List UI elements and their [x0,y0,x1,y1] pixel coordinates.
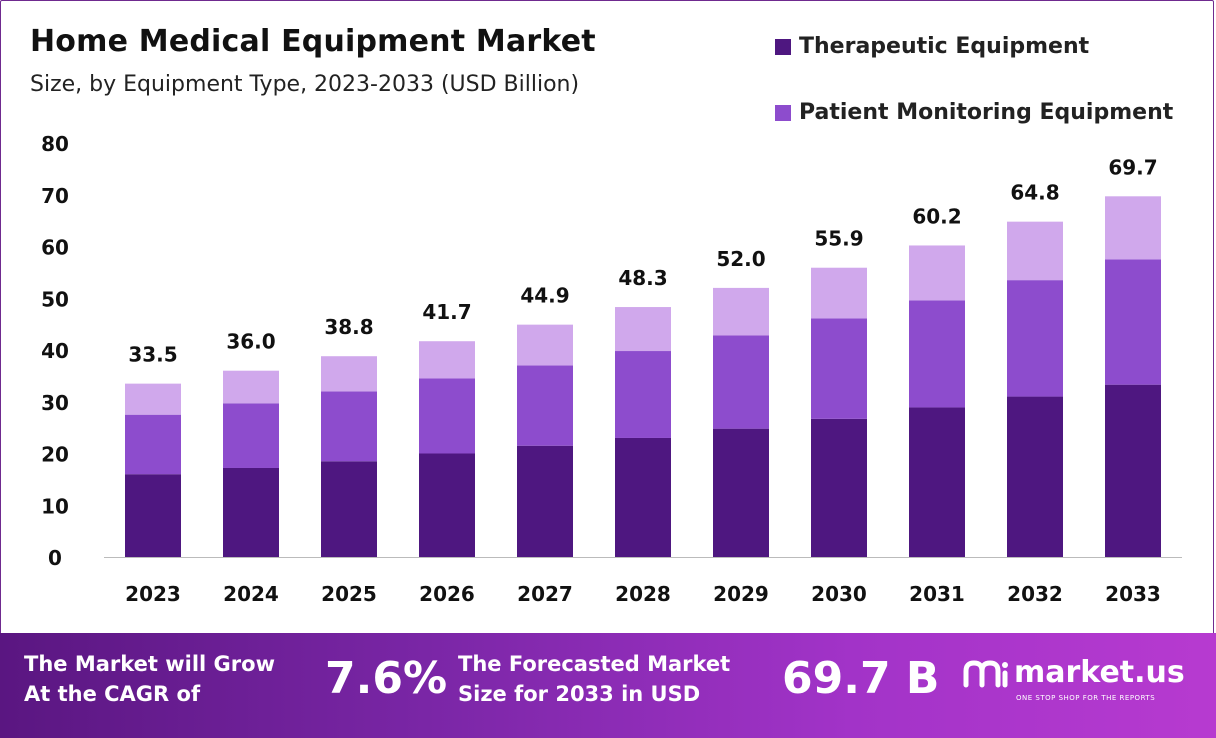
forecast-label-line2: Size for 2033 in USD [458,682,701,706]
y-tick-label: 20 [41,443,69,467]
bar-total-label: 69.7 [1108,155,1157,179]
bar-segment-therapeutic [909,407,965,557]
bar-segment-therapeutic [321,461,377,557]
bar-segment-therapeutic [1007,396,1063,557]
y-tick-label: 30 [41,391,69,415]
x-tick-label: 2028 [615,582,671,606]
y-tick-label: 0 [48,546,62,570]
bar-segment-therapeutic [811,418,867,557]
legend-label-patient-monitoring: Patient Monitoring Equipment [799,100,1174,125]
cagr-value: 7.6% [325,653,448,704]
footer-banner: The Market will Grow At the CAGR of 7.6%… [0,633,1216,738]
bar-segment-patient-monitoring [713,335,769,429]
bar-segment-patient-monitoring [909,300,965,408]
bar-segment-patient-monitoring [419,378,475,454]
brand-name: market.us [1014,655,1185,690]
market-us-logo-icon [963,660,1008,688]
bar-total-label: 48.3 [618,266,667,290]
legend-item-therapeutic: Therapeutic Equipment [775,34,1089,59]
bar-segment-other [223,370,279,404]
bar-segment-patient-monitoring [517,365,573,446]
legend-item-patient-monitoring: Patient Monitoring Equipment [775,100,1173,125]
y-tick-label: 10 [41,494,69,518]
x-tick-label: 2024 [223,582,279,606]
bar-segment-patient-monitoring [1105,259,1161,385]
bar-segment-therapeutic [615,437,671,557]
bar-segment-patient-monitoring [811,318,867,419]
bar-total-label: 44.9 [520,284,569,308]
bar-segment-patient-monitoring [125,414,181,475]
chart-title: Home Medical Equipment Market [30,24,596,59]
forecast-value: 69.7 B [782,653,940,704]
y-tick-label: 40 [41,339,69,363]
bar-segment-other [811,267,867,319]
x-tick-label: 2031 [909,582,965,606]
bar-segment-other [909,245,965,301]
legend-label-therapeutic: Therapeutic Equipment [799,34,1090,59]
x-tick-label: 2027 [517,582,573,606]
x-tick-label: 2025 [321,582,377,606]
brand-logo: market.us ONE STOP SHOP FOR THE REPORTS [962,655,1185,702]
bar-segment-other [321,356,377,392]
bar-total-label: 33.5 [128,343,177,367]
bar-segment-therapeutic [125,474,181,557]
x-tick-label: 2023 [125,582,181,606]
x-tick-label: 2030 [811,582,867,606]
bar-segment-therapeutic [1105,384,1161,557]
legend-swatch-patient-monitoring [775,104,791,121]
cagr-label-line2: At the CAGR of [24,682,201,706]
bar-segment-patient-monitoring [321,391,377,462]
bar-segment-other [615,307,671,352]
bar-segment-patient-monitoring [615,351,671,438]
x-tick-label: 2026 [419,582,475,606]
chart-subtitle: Size, by Equipment Type, 2023-2033 (USD … [30,72,580,97]
bar-total-label: 36.0 [226,330,275,354]
bar-total-label: 38.8 [324,315,373,339]
bar-segment-other [125,383,181,415]
bar-segment-therapeutic [419,453,475,557]
bar-segment-other [517,324,573,366]
bar-segment-other [1007,221,1063,281]
y-tick-label: 70 [41,184,69,208]
x-tick-label: 2032 [1007,582,1063,606]
y-tick-label: 50 [41,287,69,311]
x-tick-label: 2029 [713,582,769,606]
bar-segment-patient-monitoring [223,403,279,468]
brand-tagline: ONE STOP SHOP FOR THE REPORTS [1016,694,1156,702]
bar-segment-other [1105,196,1161,260]
bar-segment-therapeutic [713,428,769,557]
bar-segment-patient-monitoring [1007,280,1063,397]
bar-total-label: 60.2 [912,204,961,228]
bar-total-label: 55.9 [814,227,863,251]
y-tick-label: 80 [41,132,69,156]
bar-segment-other [419,341,475,379]
forecast-label-line1: The Forecasted Market [458,652,731,676]
chart-plot: 0102030405060708033.5202336.0202438.8202… [41,132,1182,606]
bar-segment-therapeutic [223,467,279,557]
bar-total-label: 64.8 [1010,181,1059,205]
bar-total-label: 52.0 [716,247,765,271]
x-tick-label: 2033 [1105,582,1161,606]
bar-segment-therapeutic [517,445,573,557]
legend-swatch-therapeutic [775,38,791,55]
bar-total-label: 41.7 [422,300,471,324]
bar-segment-other [713,287,769,336]
y-tick-label: 60 [41,236,69,260]
forecast-label: The Forecasted Market Size for 2033 in U… [458,649,730,709]
cagr-label-line1: The Market will Grow [24,652,275,676]
cagr-label: The Market will Grow At the CAGR of [24,649,275,709]
